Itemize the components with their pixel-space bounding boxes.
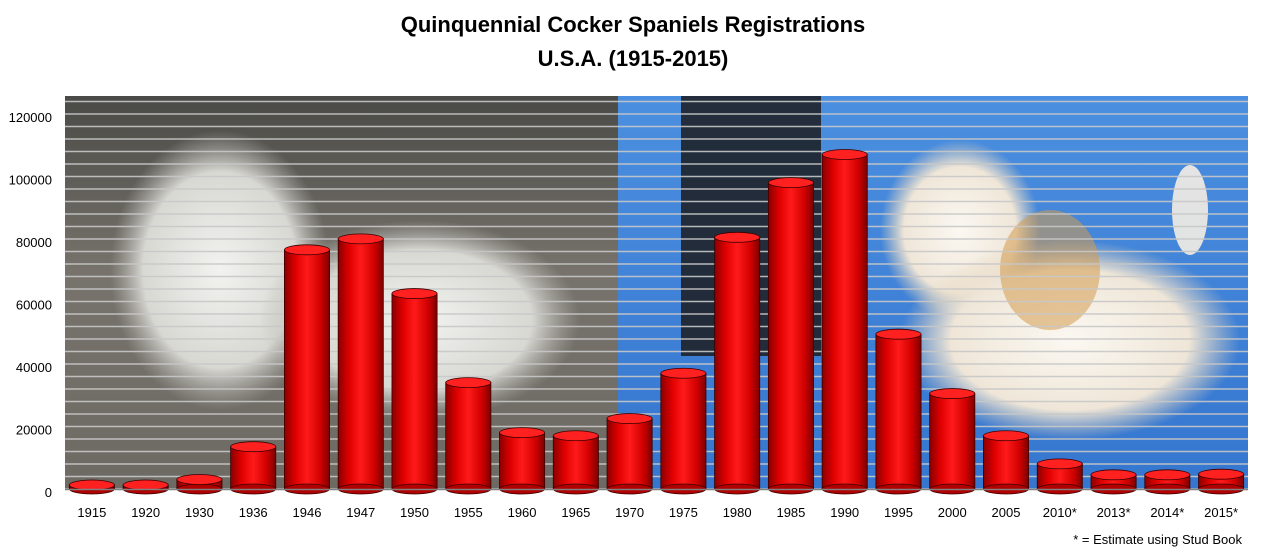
bar-2010* — [1036, 458, 1083, 495]
bars — [65, 149, 1248, 495]
bar-1995 — [875, 328, 922, 495]
x-tick-label: 1946 — [293, 505, 322, 520]
bar-1980 — [714, 231, 761, 495]
bar-1955 — [445, 377, 492, 495]
bar-1950 — [391, 288, 438, 495]
x-tick-label: 1920 — [131, 505, 160, 520]
bar-2000 — [929, 388, 976, 495]
x-tick-label: 1980 — [723, 505, 752, 520]
bar-1930 — [176, 474, 223, 495]
bar-1970 — [606, 413, 653, 495]
chart-title: Quinquennial Cocker Spaniels Registratio… — [400, 12, 866, 37]
x-tick-label: 1965 — [561, 505, 590, 520]
y-axis: 0 20000 40000 60000 80000 100000 120000 — [9, 110, 52, 500]
x-tick-label: 1947 — [346, 505, 375, 520]
bar-1947 — [337, 233, 384, 495]
x-tick-label: 1955 — [454, 505, 483, 520]
x-tick-label: 1975 — [669, 505, 698, 520]
x-tick-label: 1960 — [508, 505, 537, 520]
x-tick-label: 1915 — [77, 505, 106, 520]
x-tick-label: 2014* — [1150, 505, 1184, 520]
x-tick-label: 1936 — [239, 505, 268, 520]
x-tick-label: 2013* — [1097, 505, 1131, 520]
x-tick-label: 1930 — [185, 505, 214, 520]
bar-1936 — [230, 441, 277, 495]
plot-background — [65, 96, 1248, 489]
bar-1985 — [767, 177, 814, 495]
x-tick-label: 2000 — [938, 505, 967, 520]
x-tick-label: 2015* — [1204, 505, 1238, 520]
bar-1965 — [552, 430, 599, 495]
bar-2005 — [983, 430, 1030, 495]
x-tick-label: 1950 — [400, 505, 429, 520]
footnote: * = Estimate using Stud Book — [1073, 532, 1242, 547]
x-tick-label: 1985 — [776, 505, 805, 520]
y-tick-label: 0 — [45, 485, 52, 500]
bar-2015* — [1198, 468, 1245, 495]
y-tick-label: 80000 — [16, 235, 52, 250]
y-tick-label: 40000 — [16, 360, 52, 375]
bar-2013* — [1090, 469, 1137, 495]
bar-1990 — [821, 149, 868, 495]
x-tick-label: 2010* — [1043, 505, 1077, 520]
bar-1946 — [283, 244, 330, 495]
bar-1915 — [68, 479, 115, 495]
bar-1975 — [660, 367, 707, 495]
y-tick-label: 100000 — [9, 173, 52, 188]
y-tick-label: 120000 — [9, 110, 52, 125]
x-axis: 1915 1920 1930 1936 1946 1947 1950 1955 1960 1965… — [77, 505, 1238, 520]
bar-2014* — [1144, 469, 1191, 495]
bar-1920 — [122, 479, 169, 495]
bar-1960 — [499, 427, 546, 495]
x-tick-label: 1970 — [615, 505, 644, 520]
chart-subtitle: U.S.A. (1915-2015) — [537, 46, 729, 71]
y-tick-label: 60000 — [16, 298, 52, 313]
x-tick-label: 1990 — [830, 505, 859, 520]
x-tick-label: 2005 — [992, 505, 1021, 520]
x-tick-label: 1995 — [884, 505, 913, 520]
y-tick-label: 20000 — [16, 423, 52, 438]
